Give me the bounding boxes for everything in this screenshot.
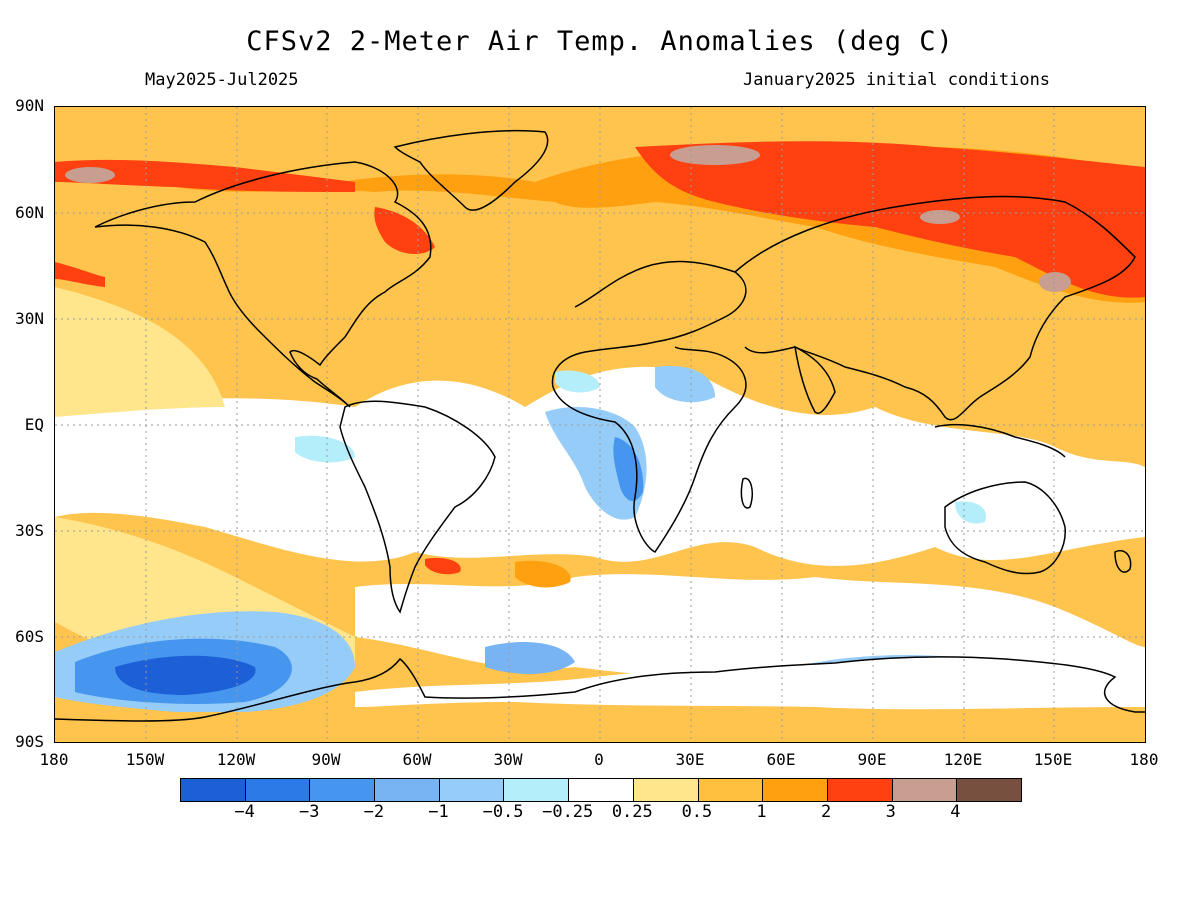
coast-antarctica xyxy=(55,656,1145,722)
brown-patch-siberia xyxy=(920,210,960,224)
color-scale-tick-label: 3 xyxy=(885,802,896,822)
coast-south-america xyxy=(339,400,496,614)
anomaly-map xyxy=(54,106,1146,743)
color-scale-tick-label: 2 xyxy=(821,802,832,822)
color-scale-tick-label: 0.5 xyxy=(681,802,713,822)
coastlines xyxy=(55,129,1145,722)
lon-label-150w: 150W xyxy=(125,750,165,769)
map-title: CFSv2 2-Meter Air Temp. Anomalies (deg C… xyxy=(246,26,954,57)
lat-label-eq: EQ xyxy=(24,415,44,434)
color-scale-tick-label: 4 xyxy=(950,802,961,822)
coast-indonesia xyxy=(934,423,1066,458)
lon-label-180w: 180 xyxy=(39,750,69,769)
color-scale-swatch xyxy=(181,779,246,801)
color-scale-swatch xyxy=(633,779,699,801)
brown-patch-japan xyxy=(1039,272,1071,292)
color-scale-tick-label: 0.25 xyxy=(611,802,653,822)
color-scale-swatch xyxy=(763,779,828,801)
brown-patch-arctic xyxy=(670,145,760,165)
color-scale-swatch xyxy=(569,779,634,801)
red-zone-arctic-west xyxy=(55,159,355,192)
blue-patch-africa xyxy=(545,407,647,520)
color-scale-swatch xyxy=(439,779,505,801)
coast-madagascar xyxy=(740,477,753,509)
lon-label-0: 0 xyxy=(594,750,604,769)
color-scale-tick-label: −1 xyxy=(428,802,449,822)
lon-label-30w: 30W xyxy=(493,750,523,769)
color-scale-tick-label: −0.25 xyxy=(542,802,594,822)
lon-label-60e: 60E xyxy=(766,750,796,769)
coast-australia xyxy=(944,481,1066,575)
lon-label-180e: 180 xyxy=(1129,750,1159,769)
red-patch-pacific xyxy=(55,262,105,287)
light-blue-patch-west-africa xyxy=(555,370,600,393)
color-scale-swatch xyxy=(310,779,376,801)
graticule xyxy=(55,107,1145,742)
color-scale-swatch xyxy=(245,779,311,801)
lat-label-90s: 90S xyxy=(15,732,44,751)
lon-label-60w: 60W xyxy=(402,750,432,769)
valid-period: May2025-Jul2025 xyxy=(145,70,299,90)
initial-conditions: January2025 initial conditions xyxy=(743,70,1051,90)
orange-patch-south-atlantic xyxy=(515,560,571,588)
lat-label-60s: 60S xyxy=(15,627,44,646)
lat-label-60n: 60N xyxy=(15,203,44,222)
coast-asia xyxy=(734,195,1136,421)
red-patch-south-atlantic xyxy=(425,557,461,575)
lat-label-90n: 90N xyxy=(15,96,44,115)
light-blue-patch-australia xyxy=(955,501,986,524)
lat-label-30s: 30S xyxy=(15,521,44,540)
coast-india xyxy=(794,345,836,414)
color-scale-swatch xyxy=(504,779,570,801)
color-scale-tick-label: 1 xyxy=(756,802,767,822)
color-scale-swatch xyxy=(827,779,893,801)
red-patch-canada xyxy=(374,207,435,254)
color-scale-tick-label: −4 xyxy=(234,802,255,822)
blue-zone-south-pacific-core xyxy=(115,655,256,695)
color-scale-tick-label: −3 xyxy=(298,802,320,822)
color-scale-swatch xyxy=(892,779,958,801)
lon-label-90w: 90W xyxy=(311,750,341,769)
blue-patch-weddell xyxy=(485,642,575,674)
light-blue-patch-pacific xyxy=(295,435,355,463)
coast-greenland xyxy=(393,129,549,211)
coast-north-america xyxy=(94,161,432,408)
coast-new-zealand xyxy=(1114,550,1132,573)
lon-label-90e: 90E xyxy=(857,750,887,769)
lon-label-150e: 150E xyxy=(1033,750,1073,769)
blue-patch-sahel xyxy=(655,366,715,403)
lon-label-120e: 120E xyxy=(943,750,983,769)
anomaly-field xyxy=(55,107,1145,742)
color-scale-tick-label: −2 xyxy=(363,802,385,822)
lon-label-120w: 120W xyxy=(216,750,256,769)
red-zone-siberia xyxy=(635,141,1145,298)
lat-label-30n: 30N xyxy=(15,309,44,328)
color-scale-swatch xyxy=(957,779,1021,801)
color-scale-bar xyxy=(180,778,1022,802)
brown-patch-alaska xyxy=(65,167,115,183)
neutral-antarctic-coast xyxy=(355,657,1145,710)
lon-label-30e: 30E xyxy=(675,750,705,769)
color-scale-swatch xyxy=(375,779,440,801)
color-scale-swatch xyxy=(698,779,764,801)
color-scale-tick-label: −0.5 xyxy=(482,802,524,822)
